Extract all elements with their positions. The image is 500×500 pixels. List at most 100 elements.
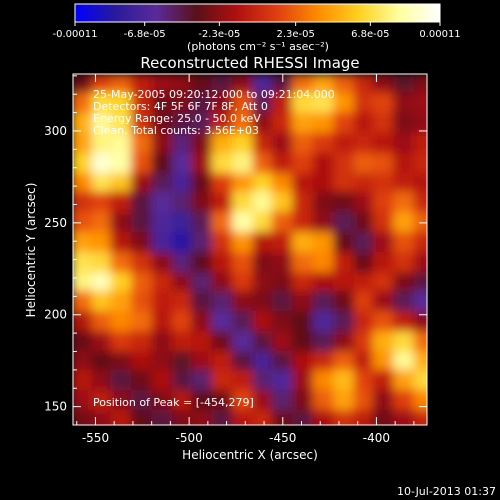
heatmap-cell [151,191,177,214]
heatmap-cell [151,152,177,176]
heatmap-cell [252,74,278,97]
heatmap-cell [190,152,216,176]
heatmap-cell [110,351,135,374]
heatmap-cell [130,211,156,235]
heatmap-cell [393,290,418,314]
heatmap-cell [110,173,135,196]
heatmap-cell [333,211,358,235]
heatmap-cell [130,92,156,115]
heatmap-cell [130,231,156,255]
heatmap-cell [372,331,398,354]
heatmap-cell [172,252,197,275]
heatmap-cell [312,74,338,97]
heatmap-cell [353,389,379,413]
heatmap-cell [110,231,135,255]
heatmap-cell [413,132,427,156]
heatmap-cell [172,132,197,156]
heatmap-cell [271,272,297,295]
heatmap-cell [252,290,278,314]
heatmap-cell [292,112,317,135]
heatmap-cell [151,252,177,275]
heatmap-cell [333,310,358,334]
heatmap-cell [151,112,177,135]
heatmap-cell [393,331,418,354]
heatmap-cell [312,290,338,314]
heatmap-cell [353,410,379,425]
heatmap-cell [211,389,237,413]
y-tick-label: 300 [44,124,67,138]
heatmap-cell [333,389,358,413]
heatmap-cell [333,112,358,135]
heatmap-cell [292,74,317,97]
heatmap-cell [190,173,216,196]
heatmap-cell [393,369,418,393]
heatmap-cell [211,351,237,374]
heatmap-cell [413,231,427,255]
annotation-energy-range: Energy Range: 25.0 - 50.0 keV [93,112,261,125]
colorbar: -0.00011 -6.8e-05 -2.3e-05 2.3e-05 6.8e-05 0.… [53,3,461,53]
heatmap-cell [372,252,398,275]
heatmap-cell [353,211,379,235]
x-tick-label: -400 [363,431,390,445]
chart-title: Reconstructed RHESSI Image [140,54,359,72]
heatmap-cell [232,173,257,196]
heatmap-cell [232,389,257,413]
heatmap-cell [393,252,418,275]
heatmap-cell [151,173,177,196]
heatmap-cell [312,132,338,156]
heatmap-cell [151,290,177,314]
heatmap-cell [271,410,297,425]
heatmap-cell [73,331,96,354]
heatmap-cell [211,272,237,295]
heatmap-cell [73,290,96,314]
heatmap-cell [211,74,237,97]
heatmap-cell [232,272,257,295]
heatmap-cell [312,351,338,374]
heatmap-cell [172,410,197,425]
heatmap-cell [91,132,117,156]
heatmap-cell [151,231,177,255]
heatmap-cell [73,310,96,334]
heatmap-cell [172,74,197,97]
heatmap-cell [393,310,418,334]
heatmap-cell [172,152,197,176]
heatmap-cell [232,290,257,314]
heatmap-cell [252,351,278,374]
heatmap-cell [333,173,358,196]
heatmap-cell [211,152,237,176]
heatmap-cell [110,211,135,235]
heatmap-cell [211,252,237,275]
heatmap-cell [110,272,135,295]
heatmap-cell [172,272,197,295]
annotation-detectors: Detectors: 4F 5F 6F 7F 8F, Att 0 [93,100,268,113]
heatmap-cell [110,290,135,314]
heatmap-cell [393,231,418,255]
heatmap-cell [91,173,117,196]
heatmap-cell [110,369,135,393]
colorbar-unit-label: (photons cm⁻² s⁻¹ asec⁻²) [187,40,329,53]
annotation-time-range: 25-May-2005 09:20:12.000 to 09:21:04.000 [93,88,335,101]
heatmap-cell [211,191,237,214]
annotation-total-counts: Clean. Total counts: 3.56E+03 [93,124,259,137]
heatmap-cell [372,389,398,413]
heatmap-cell [393,132,418,156]
heatmap-cell [333,369,358,393]
heatmap-cell [372,74,398,97]
heatmap-cell [312,231,338,255]
heatmap-cell [172,389,197,413]
colorbar-gradient [74,3,441,23]
heatmap-cell [190,369,216,393]
heatmap-cell [413,152,427,176]
heatmap-cell [292,272,317,295]
heatmap-cell [393,410,418,425]
heatmap-cell [312,310,338,334]
x-tick-label: -500 [176,431,203,445]
heatmap-cell [151,92,177,115]
heatmap-cell [312,252,338,275]
heatmap-cell [333,191,358,214]
heatmap-cell [151,351,177,374]
heatmap-cell [413,272,427,295]
heatmap-cell [413,351,427,374]
heatmap-cell [130,389,156,413]
heatmap-cell [353,74,379,97]
